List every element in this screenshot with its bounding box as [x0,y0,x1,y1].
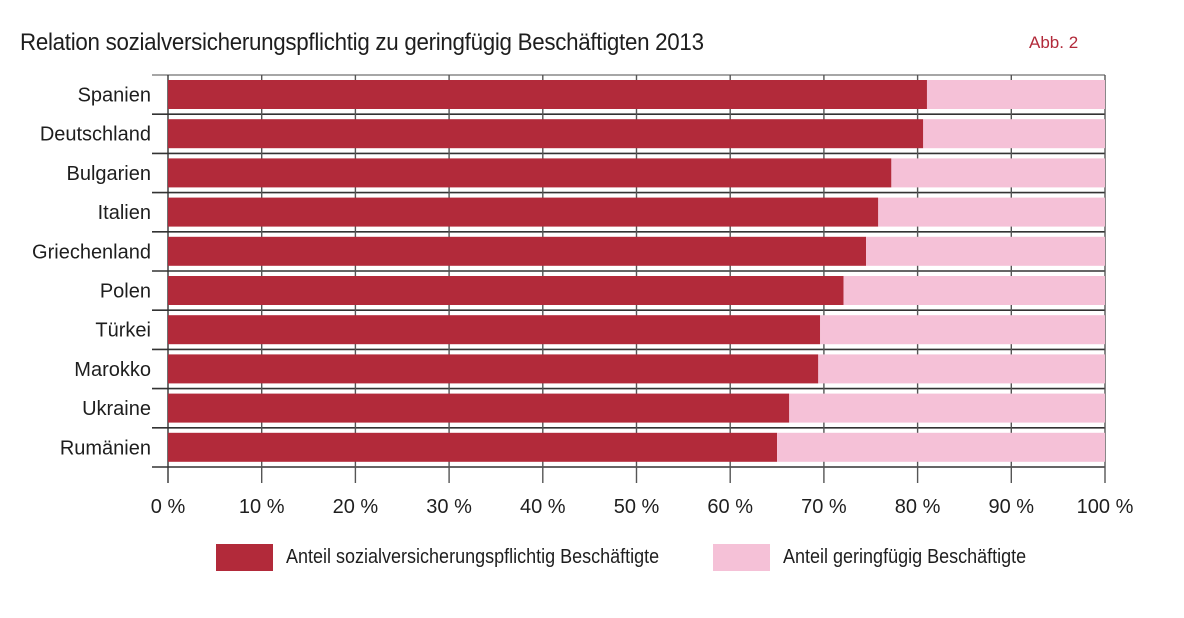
bar-geringfuegig [777,432,1105,462]
bar-sozialversicherungspflichtig [168,119,924,149]
x-tick-label: 30 % [426,496,472,518]
x-tick-label: 20 % [333,496,379,518]
category-label: Griechenland [32,241,151,263]
category-label: Italien [98,202,151,224]
x-tick-label: 10 % [239,496,285,518]
x-tick-label: 0 % [151,496,186,518]
category-labels: Spanien Deutschland Bulgarien Italien Griech… [32,85,151,460]
x-tick-label: 50 % [614,496,660,518]
bar-geringfuegig [789,393,1105,423]
category-label: Polen [100,281,151,303]
legend-swatch-geringfuegig [712,544,770,571]
legend: Anteil sozialversicherungspflichtig Besc… [216,544,1065,571]
bars [168,80,1105,462]
category-label: Rumänien [60,437,151,459]
category-label: Ukraine [82,398,151,420]
legend-swatch-sozialversicherungspflichtig [216,544,273,571]
category-label: Türkei [95,320,151,342]
bar-geringfuegig [878,197,1105,227]
bar-sozialversicherungspflichtig [168,236,867,266]
bar-sozialversicherungspflichtig [168,315,821,345]
legend-label-geringfuegig: Anteil geringfügig Beschäftigte [782,546,1026,568]
x-tick-label: 70 % [801,496,847,518]
x-tick-label: 60 % [707,496,753,518]
bar-sozialversicherungspflichtig [168,276,844,305]
category-label: Bulgarien [66,163,151,185]
chart-title: Relation sozialversicherungspflichtig zu… [20,29,704,56]
bar-sozialversicherungspflichtig [168,197,879,227]
bar-sozialversicherungspflichtig [168,354,819,384]
bar-geringfuegig [923,119,1105,149]
bar-sozialversicherungspflichtig [168,393,790,423]
x-tick-label: 100 % [1077,496,1134,518]
bar-geringfuegig [820,315,1105,345]
bar-geringfuegig [891,158,1105,188]
bar-sozialversicherungspflichtig [168,80,927,109]
bar-geringfuegig [843,276,1105,305]
bar-geringfuegig [818,354,1105,384]
bar-sozialversicherungspflichtig [168,432,778,462]
x-tick-label: 80 % [895,496,941,518]
figure-label: Abb. 2 [1029,33,1079,52]
x-tick-label: 40 % [520,496,566,518]
bar-geringfuegig [926,80,1105,109]
bar-sozialversicherungspflichtig [168,158,892,188]
category-label: Marokko [74,359,151,381]
x-axis: 0 % 10 % 20 % 30 % 40 % 50 % 60 % 70 % 80 % 90 % 1… [151,496,1134,518]
x-tick-label: 90 % [989,496,1035,518]
category-label: Spanien [78,85,151,107]
category-label: Deutschland [40,124,151,146]
bar-geringfuegig [866,236,1105,266]
legend-label-sozialversicherungspflichtig: Anteil sozialversicherungspflichtig Besc… [286,546,660,568]
